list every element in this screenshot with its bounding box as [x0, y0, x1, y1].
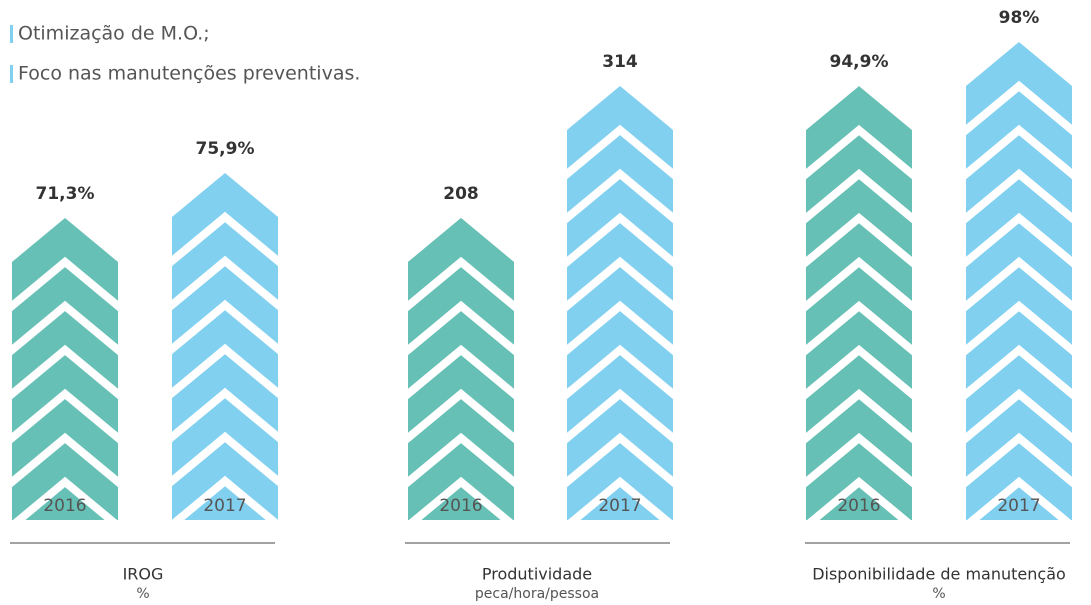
chevron-stripe — [806, 168, 912, 230]
chevron-stripe — [567, 300, 673, 362]
chevron-stripe — [966, 124, 1072, 186]
chevron-stripe — [966, 388, 1072, 450]
chevron-stripe — [12, 432, 118, 494]
chevron-stripe — [567, 168, 673, 230]
chevron-stripe — [567, 388, 673, 450]
chevron-column — [408, 217, 514, 520]
chevron-stripe — [172, 255, 278, 317]
chart-title: Disponibilidade de manutenção — [812, 565, 1066, 584]
chevron-stripe — [172, 519, 278, 520]
chevron-stripe — [567, 212, 673, 274]
chevron-stripe — [408, 476, 514, 520]
chevron-stripe — [408, 388, 514, 450]
chevron-column — [12, 217, 118, 520]
value-label: 208 — [443, 184, 479, 204]
chevron-stripe — [567, 124, 673, 186]
chevron-stripe — [806, 476, 912, 520]
value-label: 314 — [602, 52, 638, 72]
chevron-stripe — [966, 80, 1072, 142]
chevron-stripe — [12, 388, 118, 450]
chart-title: Produtividade — [482, 565, 592, 584]
chevron-stripe — [966, 256, 1072, 318]
chevron-stripe — [966, 344, 1072, 406]
chevron-stripe — [2, 526, 128, 578]
chevron-stripe — [806, 344, 912, 406]
chart-title: IROG — [123, 565, 164, 584]
chevron-stripe — [966, 476, 1072, 520]
chevron-stripe — [172, 211, 278, 273]
year-label: 2017 — [203, 496, 246, 516]
chart-subtitle: peca/hora/pessoa — [475, 586, 599, 602]
chevron-stripe — [806, 212, 912, 274]
value-label: 71,3% — [36, 184, 95, 204]
chevron-stripe — [806, 300, 912, 362]
chevron-stripe — [12, 344, 118, 406]
chevron-stripe — [12, 476, 118, 520]
value-label: 94,9% — [830, 52, 889, 72]
chevron-stripe — [408, 344, 514, 406]
chevron-stripe — [806, 432, 912, 494]
chevron-stripe — [408, 256, 514, 318]
chevron-stripe — [172, 475, 278, 520]
chevron-stripe — [806, 256, 912, 318]
chevron-stripe — [408, 300, 514, 362]
chevron-column — [966, 42, 1072, 520]
bullet-mark — [10, 65, 13, 83]
value-label: 75,9% — [196, 139, 255, 159]
chevron-stripe — [12, 300, 118, 362]
chevron-stripe — [966, 212, 1072, 274]
bullet-mark — [10, 25, 13, 43]
year-label: 2017 — [997, 496, 1040, 516]
chart-subtitle: % — [932, 586, 945, 602]
chevron-stripe — [12, 256, 118, 318]
chevron-stripe — [172, 431, 278, 493]
chevron-stripe — [966, 432, 1072, 494]
chevron-stripe — [966, 300, 1072, 362]
value-label: 98% — [999, 8, 1040, 28]
bullet: Foco nas manutenções preventivas. — [18, 63, 360, 85]
bullet: Otimização de M.O.; — [18, 23, 210, 45]
year-label: 2016 — [837, 496, 880, 516]
chevron-stripe — [172, 387, 278, 449]
chevron-stripe — [567, 256, 673, 318]
chevron-stripe — [408, 432, 514, 494]
year-label: 2017 — [598, 496, 641, 516]
chevron-stripe — [172, 343, 278, 405]
chevron-stripe — [806, 388, 912, 450]
chevron-stripe — [806, 124, 912, 186]
chevron-stripe — [567, 344, 673, 406]
year-label: 2016 — [439, 496, 482, 516]
chart-subtitle: % — [136, 586, 149, 602]
chevron-stripe — [567, 476, 673, 521]
chevron-stripe — [567, 432, 673, 494]
chevron-stripe — [172, 299, 278, 361]
year-label: 2016 — [43, 496, 86, 516]
chevron-stripe — [966, 168, 1072, 230]
